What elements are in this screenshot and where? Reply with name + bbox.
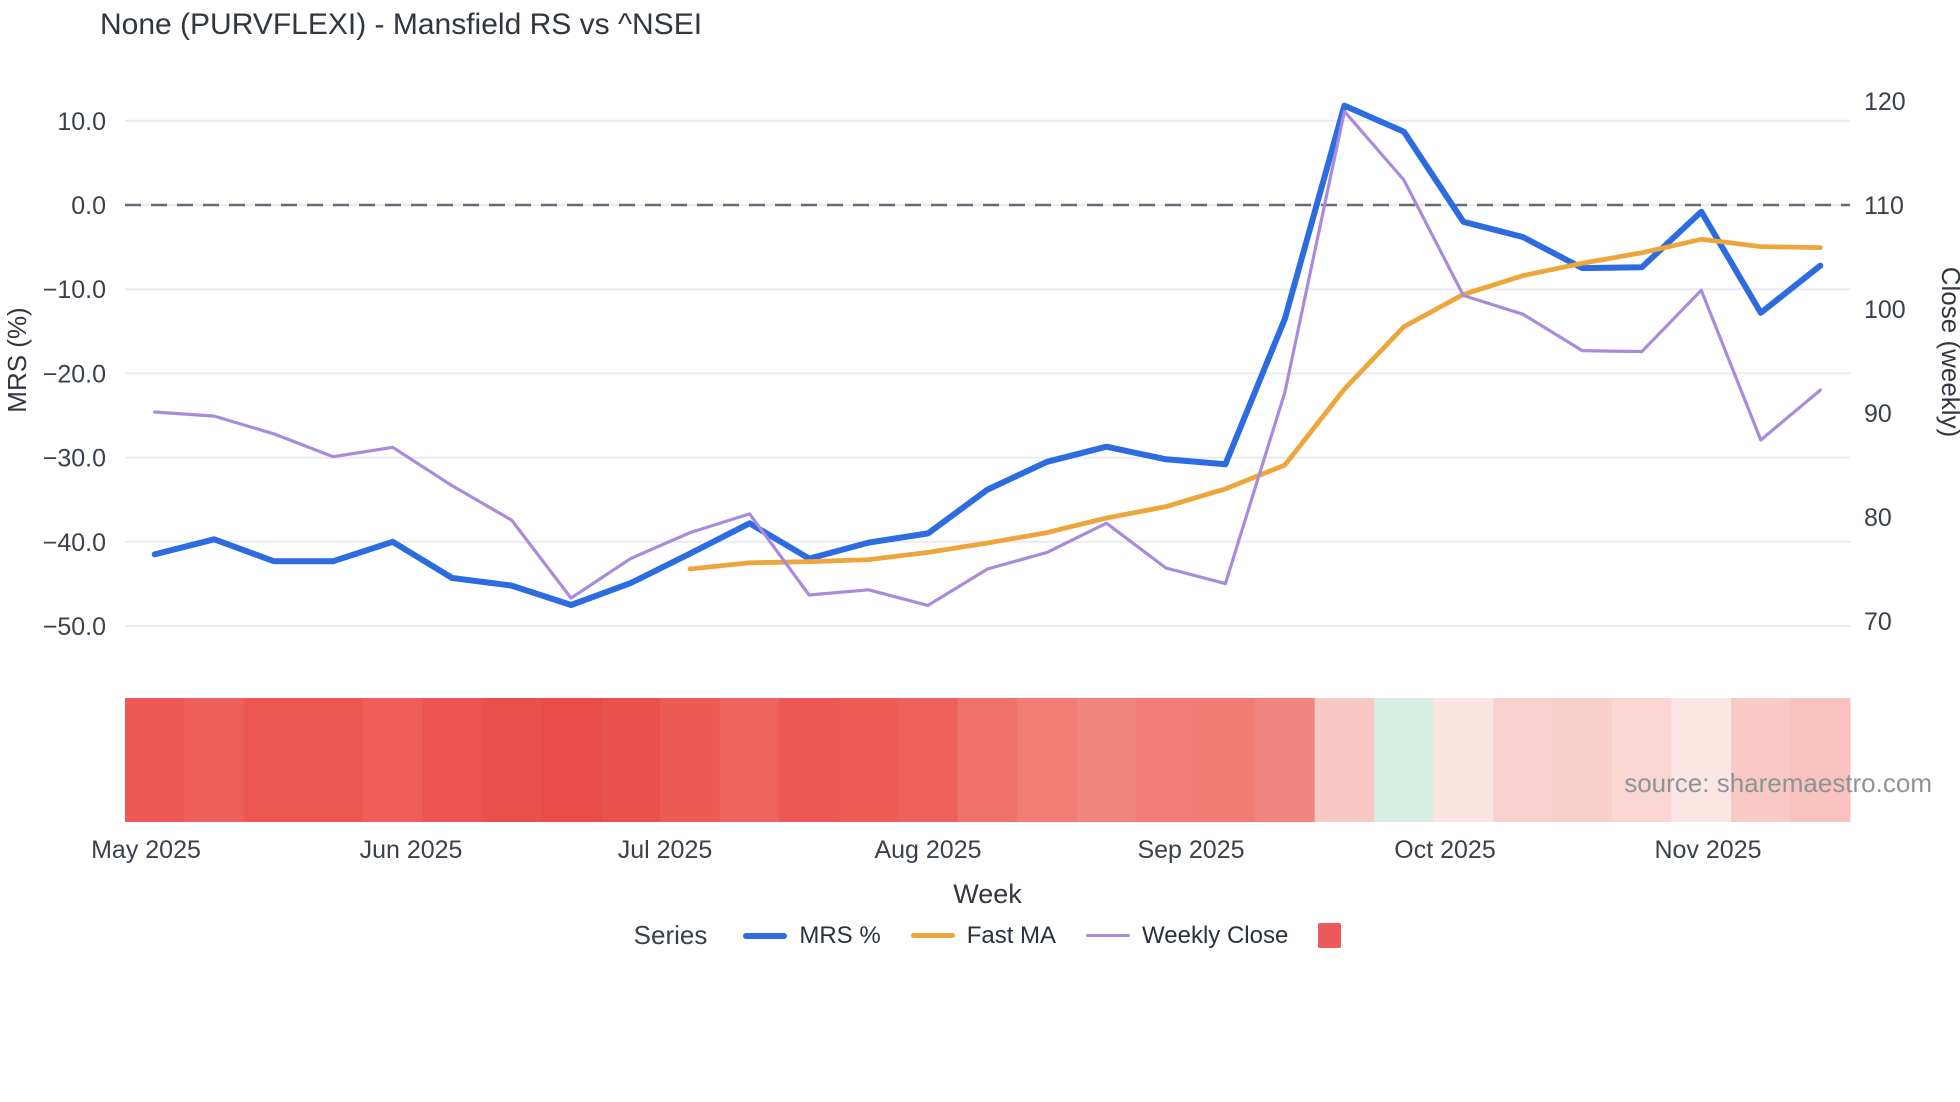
legend-item-label: Weekly Close [1142,921,1289,949]
band-cell [719,698,780,822]
legend-item-weekly-close[interactable]: Weekly Close [1086,922,1288,950]
band-cell [1136,698,1197,822]
left-axis-tick-label: −10.0 [43,276,106,304]
x-axis-tick-label: Oct 2025 [1394,836,1495,864]
band-cell [1195,698,1256,822]
left-axis-tick-label: −20.0 [43,360,106,388]
band-cell [481,698,542,822]
right-axis-tick-label: 120 [1864,88,1906,116]
legend-title: Series [633,920,708,950]
series-mrs-line [151,102,1824,608]
legend-line-swatch [910,933,955,938]
legend-item-label: Fast MA [966,921,1057,949]
legend-item-label: MRS % [799,921,881,949]
band-cell [422,698,483,822]
left-axis-tick-label: 0.0 [71,192,106,220]
band-cell [1612,698,1673,822]
right-axis-tick-label: 90 [1864,400,1892,428]
band-cell [1671,698,1732,822]
chart-title: None (PURVFLEXI) - Mansfield RS vs ^NSEI [100,8,703,41]
band-cell [660,698,721,822]
band-cell [1731,698,1792,822]
series-weekly-close-line [153,109,1822,607]
right-axis-tick-label: 70 [1864,608,1892,636]
series-fastma-line [687,236,1823,572]
chart-legend: Series MRS % Fast MA Weekly Close [125,920,1850,951]
band-cell [838,698,899,822]
legend-square-swatch [1318,923,1342,948]
legend-line-swatch [1086,933,1131,938]
band-cell [243,698,305,822]
left-axis-tick-label: −50.0 [43,613,106,641]
band-cell [184,698,245,822]
legend-item-mrs-[interactable]: MRS % [743,921,881,950]
left-axis-tick-label: 10.0 [57,108,106,136]
band-cell [1433,698,1494,822]
right-axis-tick-label: 100 [1864,296,1906,324]
band-cell [303,698,364,822]
band-cell [898,698,959,822]
right-axis-tick-label: 80 [1864,504,1892,532]
legend-item-fast-ma[interactable]: Fast MA [910,921,1057,950]
source-watermark: source: sharemaestro.com [1624,768,1932,798]
x-axis-tick-label: Sep 2025 [1137,836,1244,864]
band-cell [362,698,424,822]
band-cell [125,698,186,822]
band-cell [1017,698,1078,822]
band-cell [1076,698,1137,822]
band-cell [541,698,602,822]
left-axis-tick-label: −40.0 [43,529,106,557]
x-axis-tick-label: Aug 2025 [874,836,981,864]
band-cell [1790,698,1851,822]
legend-item-band[interactable] [1318,923,1342,948]
x-axis-tick-label: Jun 2025 [360,836,463,864]
left-axis-title: MRS (%) [2,307,32,412]
left-axis-tick-label: −30.0 [43,445,106,473]
x-axis-title: Week [953,879,1022,909]
band-cell [779,698,840,822]
band-cell [957,698,1018,822]
x-axis-tick-label: May 2025 [91,836,201,864]
band-cell [1255,698,1316,822]
band-cell [1374,698,1435,822]
band-cell [1314,698,1375,822]
band-cell [1493,698,1554,822]
band-cell [1552,698,1613,822]
x-axis-tick-label: Nov 2025 [1654,836,1761,864]
right-axis-tick-label: 110 [1864,192,1904,220]
legend-line-swatch [743,932,788,939]
x-axis-tick-label: Jul 2025 [618,836,713,864]
band-cell [600,698,661,822]
right-axis-title: Close (weekly) [1936,267,1960,438]
